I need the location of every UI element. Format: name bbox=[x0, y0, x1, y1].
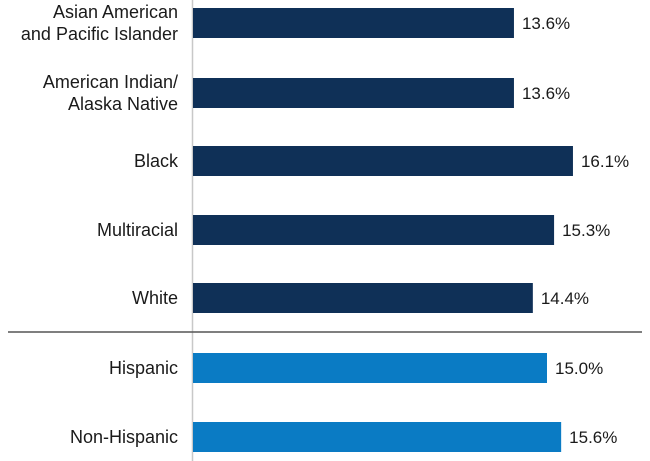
category-label-7: Non-Hispanic bbox=[70, 427, 178, 447]
value-label-6: 15.0% bbox=[555, 359, 603, 378]
bar-4 bbox=[193, 215, 555, 245]
bars-layer bbox=[193, 8, 573, 452]
value-label-4: 15.3% bbox=[562, 221, 610, 240]
category-label-2-line-2: Alaska Native bbox=[68, 94, 178, 114]
category-label-3: Black bbox=[134, 151, 179, 171]
bar-6 bbox=[193, 353, 547, 383]
category-label-6: Hispanic bbox=[109, 358, 178, 378]
value-label-3: 16.1% bbox=[581, 152, 629, 171]
category-label-2-line-1: American Indian/ bbox=[43, 72, 178, 92]
value-label-5: 14.4% bbox=[541, 289, 589, 308]
value-label-1: 13.6% bbox=[522, 14, 570, 33]
bar-3 bbox=[193, 146, 573, 176]
category-label-1-line-1: Asian American bbox=[53, 2, 178, 22]
category-label-1-line-2: and Pacific Islander bbox=[21, 24, 178, 44]
bar-5 bbox=[193, 283, 533, 313]
bar-7 bbox=[193, 422, 562, 452]
value-label-7: 15.6% bbox=[569, 428, 617, 447]
bar-1 bbox=[193, 8, 514, 38]
category-label-4: Multiracial bbox=[97, 220, 178, 240]
category-label-5: White bbox=[132, 288, 178, 308]
bar-2 bbox=[193, 78, 514, 108]
value-label-2: 13.6% bbox=[522, 84, 570, 103]
